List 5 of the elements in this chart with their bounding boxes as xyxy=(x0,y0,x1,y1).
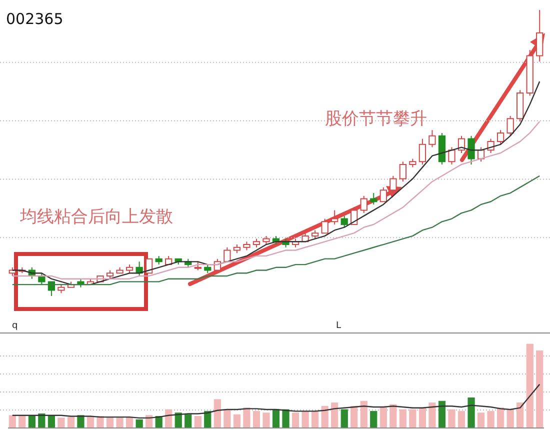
text: q xyxy=(12,321,18,331)
chart-title: 002365 xyxy=(6,10,64,28)
text: L xyxy=(336,321,342,331)
annotation: 股价节节攀升 xyxy=(325,109,427,129)
annotation: 均线粘合后向上发散 xyxy=(19,207,173,227)
